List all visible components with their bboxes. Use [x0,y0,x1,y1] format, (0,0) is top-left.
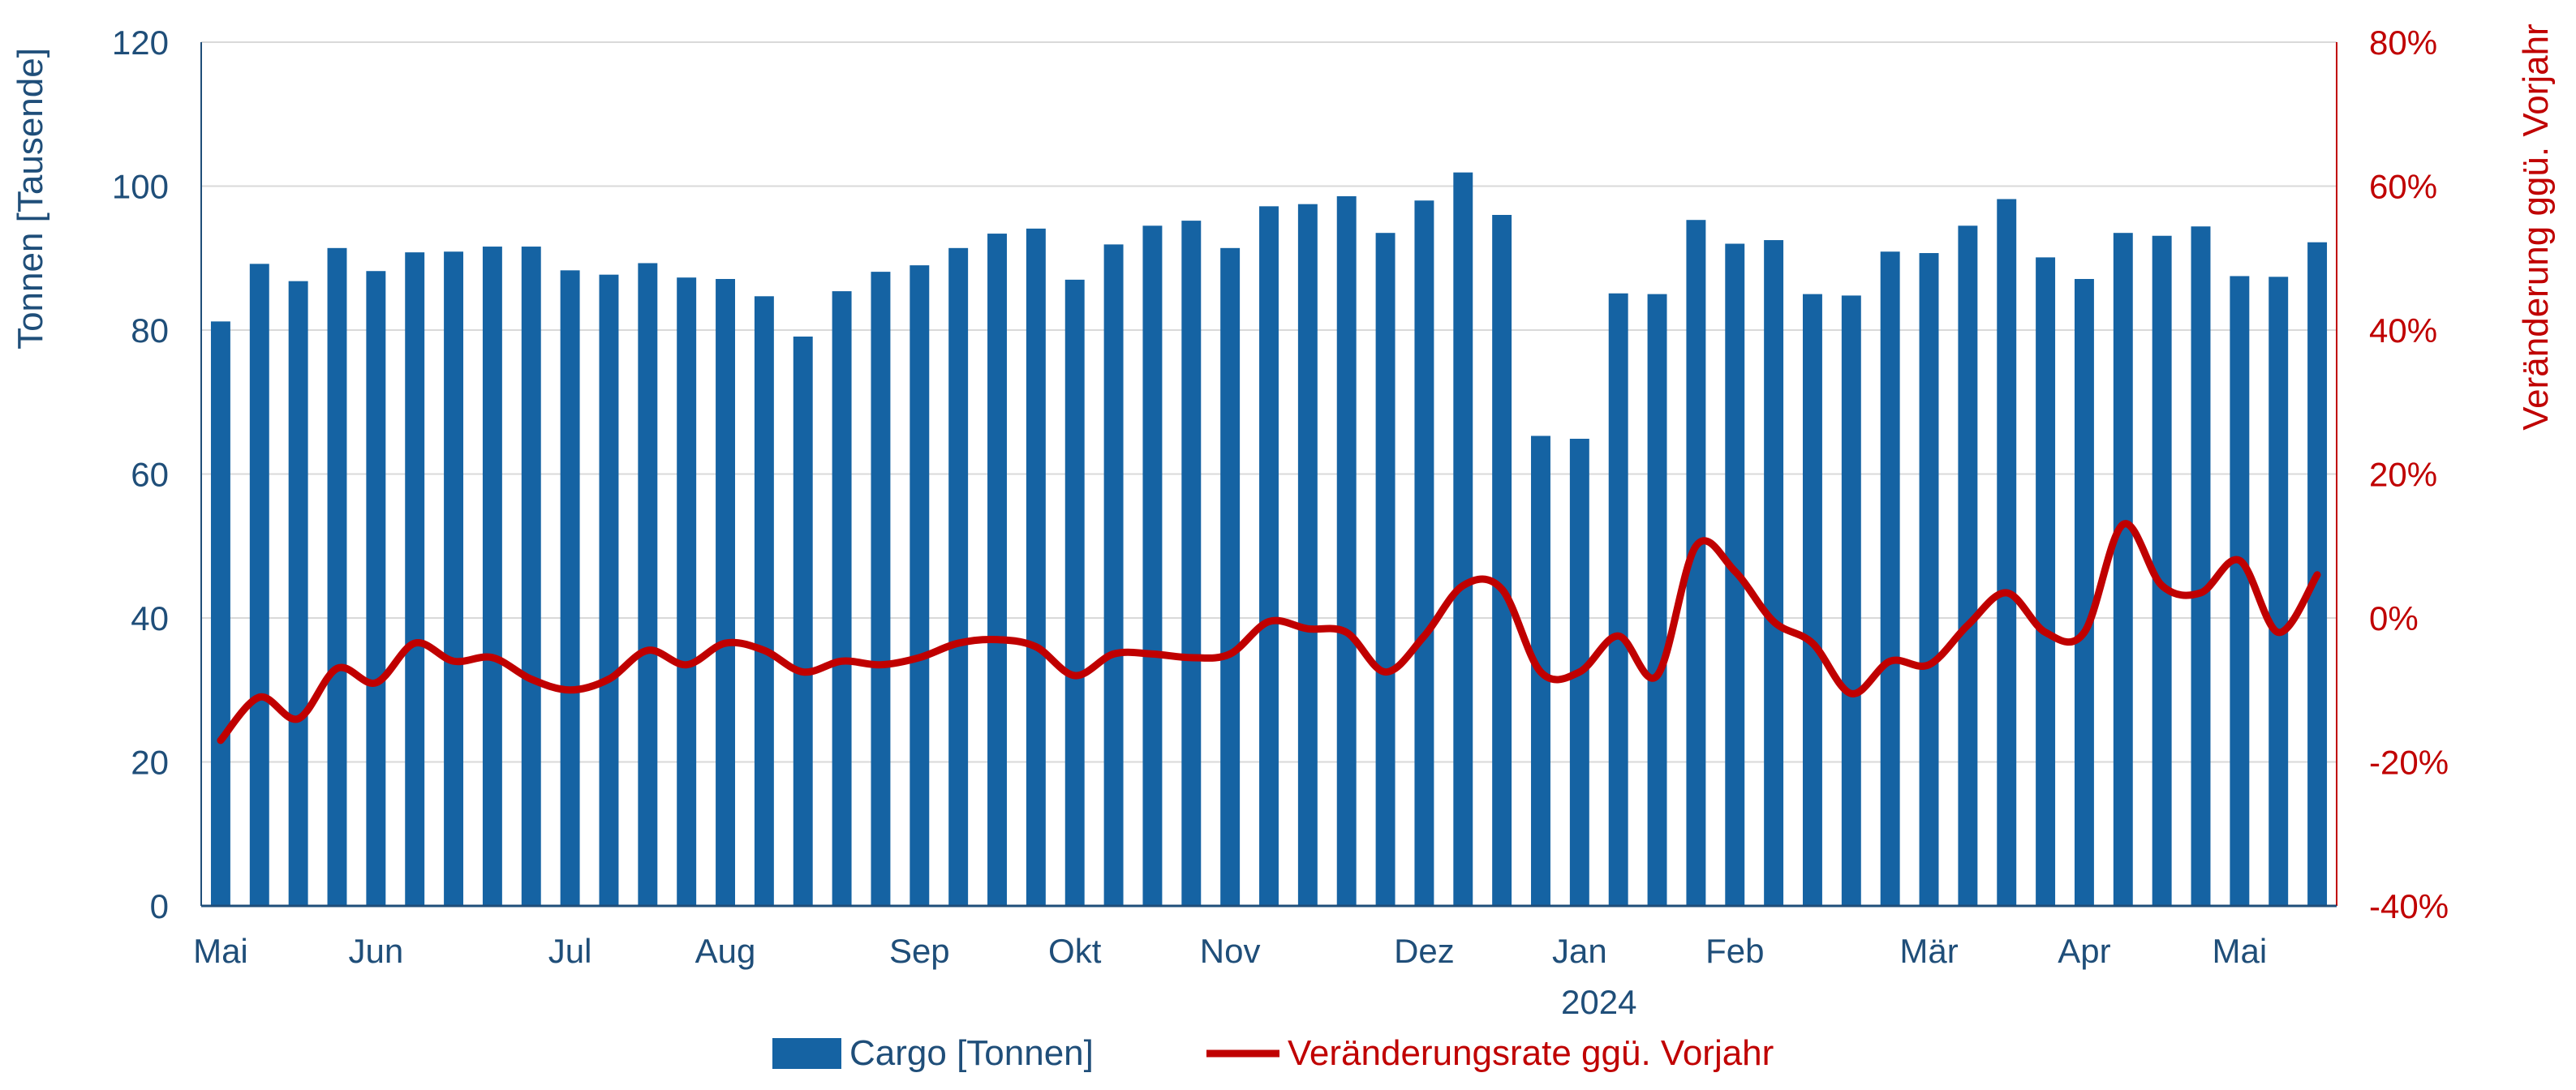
x-year-label: 2024 [1561,983,1636,1021]
bar [1647,294,1667,906]
left-tick-label: 80 [131,311,169,350]
bar [1608,293,1628,906]
x-month-label: Okt [1048,932,1102,970]
legend-bar-label: Cargo [Tonnen] [849,1033,1094,1073]
left-tick-label: 20 [131,744,169,782]
bar [1764,240,1784,906]
right-axis-title: Veränderung ggü. Vorjahr [2516,24,2556,431]
bar [716,278,735,906]
right-tick-label: 20% [2369,456,2437,494]
axis-labels: 0 20 40 60 80 100 120 -40% -20% 0% 20% 40% 60% 80% Mai… [11,24,2556,1021]
bar [210,321,230,907]
x-month-label: Apr [2058,932,2110,970]
left-tick-label: 120 [112,24,169,62]
right-tick-label: 80% [2369,24,2437,62]
bar [1919,253,1939,907]
left-tick-label: 0 [150,887,169,925]
bar [482,247,502,906]
bar [754,296,774,907]
bar [1453,172,1473,906]
x-month-label: Sep [889,932,950,970]
bar [366,271,386,907]
x-month-label: Jun [348,932,403,970]
bar [2113,233,2133,906]
bar [2269,277,2289,906]
x-month-label: Mär [1899,932,1958,970]
bar [1841,295,1861,906]
bar [1492,215,1512,906]
bar [1220,247,1241,906]
bar [1103,244,1124,906]
bar [1414,200,1434,906]
axes [200,42,2337,908]
x-month-label: Feb [1705,932,1764,970]
left-tick-label: 40 [131,599,169,637]
bar [1181,221,1202,907]
line-path [217,520,2321,745]
bar [1997,199,2017,907]
bar [560,270,580,906]
bar [1375,233,1396,906]
bar [327,247,347,906]
left-tick-label: 100 [112,168,169,206]
bar [1880,251,1900,906]
bar [288,281,308,906]
x-month-label: Dez [1394,932,1455,970]
bar [832,291,852,906]
bar [2036,257,2056,906]
bar [405,252,425,906]
bar [599,274,619,907]
bar [987,234,1007,906]
right-tick-label: -40% [2369,887,2449,925]
bar [1259,206,1279,907]
bar-series [210,172,2328,907]
bar [2191,226,2211,906]
x-month-label: Aug [695,932,756,970]
bar [948,247,969,906]
line-series [217,520,2321,745]
bar [2074,278,2094,906]
x-month-label: Jan [1552,932,1607,970]
bar [1026,228,1046,906]
x-month-label: Mai [193,932,248,970]
legend: Cargo [Tonnen] Veränderungsrate ggü. Vorj… [772,1033,1774,1073]
bar [2152,235,2172,906]
bar [1142,225,1163,906]
bar [793,336,813,906]
bar [638,263,658,906]
bar [677,277,697,906]
bar [1803,294,1822,906]
right-tick-label: 0% [2369,599,2419,637]
legend-bar-swatch [772,1038,841,1069]
right-tick-label: 40% [2369,311,2437,350]
x-month-label: Mai [2213,932,2268,970]
bar [1336,195,1357,907]
left-axis-title: Tonnen [Tausende] [11,48,50,350]
bar [2230,276,2250,906]
right-tick-label: 60% [2369,168,2437,206]
bar [521,247,541,906]
bar [1064,279,1085,906]
bar [444,251,464,906]
x-month-label: Nov [1200,932,1261,970]
bar [249,264,269,907]
x-month-label: Jul [548,932,592,970]
bar [1958,225,1978,906]
bar [910,265,930,906]
left-tick-label: 60 [131,456,169,494]
right-tick-label: -20% [2369,744,2449,782]
bar [1297,204,1318,906]
legend-line-label: Veränderungsrate ggü. Vorjahr [1288,1033,1774,1073]
bar [871,272,891,906]
bar [1686,220,1706,906]
